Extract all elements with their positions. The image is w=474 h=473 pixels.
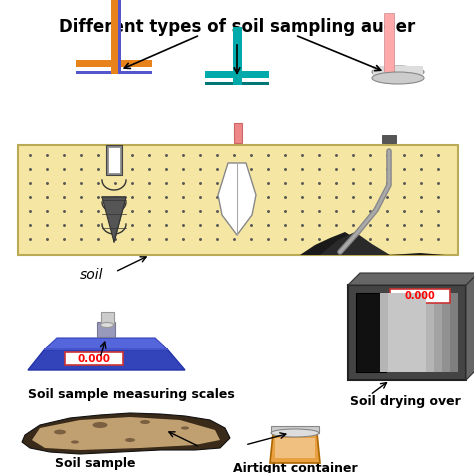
Polygon shape bbox=[300, 232, 445, 255]
FancyBboxPatch shape bbox=[380, 293, 434, 372]
Text: Soil drying over: Soil drying over bbox=[350, 395, 460, 408]
Text: Different types of soil sampling auger: Different types of soil sampling auger bbox=[59, 18, 415, 36]
Ellipse shape bbox=[71, 440, 79, 444]
Ellipse shape bbox=[271, 429, 319, 437]
FancyBboxPatch shape bbox=[271, 426, 319, 433]
FancyBboxPatch shape bbox=[76, 71, 152, 74]
FancyBboxPatch shape bbox=[384, 13, 394, 78]
Polygon shape bbox=[270, 433, 320, 463]
Polygon shape bbox=[32, 417, 220, 450]
Ellipse shape bbox=[100, 323, 113, 327]
FancyBboxPatch shape bbox=[388, 293, 426, 372]
Ellipse shape bbox=[181, 426, 189, 429]
FancyBboxPatch shape bbox=[101, 312, 114, 325]
Polygon shape bbox=[466, 273, 474, 380]
FancyBboxPatch shape bbox=[373, 66, 423, 78]
FancyBboxPatch shape bbox=[348, 285, 466, 380]
FancyBboxPatch shape bbox=[118, 0, 121, 74]
FancyBboxPatch shape bbox=[18, 145, 458, 255]
Ellipse shape bbox=[140, 420, 150, 424]
FancyBboxPatch shape bbox=[97, 322, 115, 337]
FancyBboxPatch shape bbox=[372, 293, 442, 372]
Ellipse shape bbox=[372, 66, 424, 78]
FancyBboxPatch shape bbox=[111, 0, 120, 74]
Polygon shape bbox=[44, 338, 168, 350]
FancyBboxPatch shape bbox=[390, 289, 450, 303]
FancyBboxPatch shape bbox=[106, 145, 122, 175]
FancyBboxPatch shape bbox=[205, 71, 269, 78]
Polygon shape bbox=[102, 197, 126, 242]
Ellipse shape bbox=[372, 72, 424, 84]
Ellipse shape bbox=[125, 438, 135, 442]
FancyBboxPatch shape bbox=[356, 293, 458, 372]
Polygon shape bbox=[348, 273, 474, 285]
FancyBboxPatch shape bbox=[233, 27, 242, 85]
Polygon shape bbox=[320, 232, 390, 255]
FancyBboxPatch shape bbox=[65, 352, 123, 365]
Polygon shape bbox=[44, 348, 168, 350]
Text: Soil sample measuring scales: Soil sample measuring scales bbox=[28, 388, 235, 401]
FancyBboxPatch shape bbox=[364, 293, 450, 372]
Ellipse shape bbox=[92, 422, 108, 428]
Text: soil: soil bbox=[80, 268, 103, 282]
FancyBboxPatch shape bbox=[76, 60, 152, 67]
FancyBboxPatch shape bbox=[356, 293, 386, 372]
Ellipse shape bbox=[54, 429, 66, 434]
Text: Soil sample: Soil sample bbox=[55, 457, 135, 470]
Polygon shape bbox=[28, 350, 185, 370]
FancyBboxPatch shape bbox=[382, 135, 396, 143]
FancyBboxPatch shape bbox=[275, 438, 315, 458]
Polygon shape bbox=[22, 413, 230, 454]
FancyBboxPatch shape bbox=[356, 293, 458, 372]
FancyBboxPatch shape bbox=[234, 123, 242, 143]
Text: Airtight container: Airtight container bbox=[233, 462, 357, 473]
Polygon shape bbox=[218, 163, 256, 235]
Text: 0.000: 0.000 bbox=[405, 291, 436, 301]
Text: 0.000: 0.000 bbox=[78, 354, 110, 364]
FancyBboxPatch shape bbox=[108, 147, 120, 173]
FancyBboxPatch shape bbox=[205, 82, 269, 85]
